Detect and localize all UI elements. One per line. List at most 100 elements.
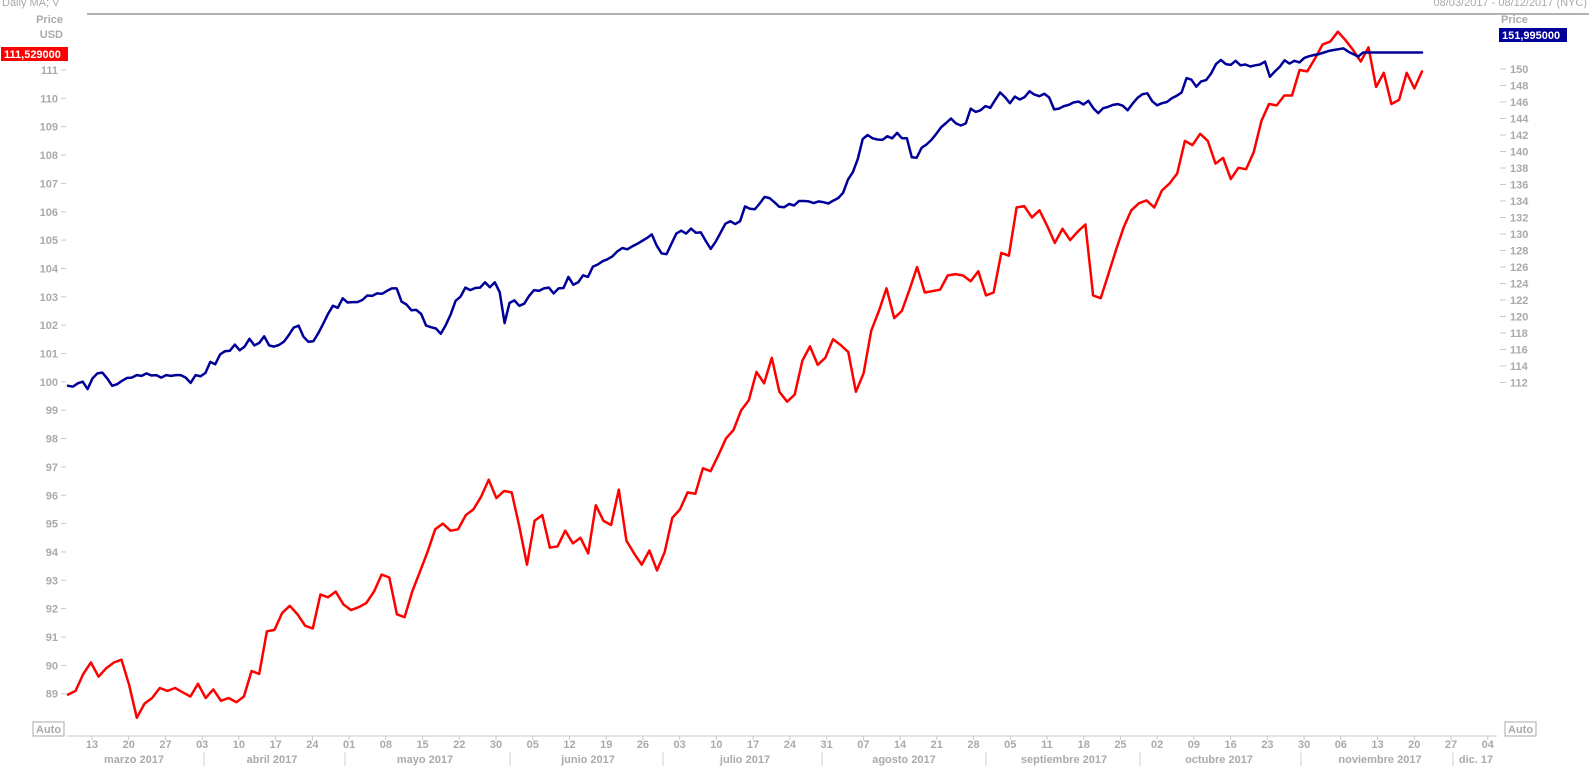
right-axis-tick-label: 140 <box>1510 147 1528 159</box>
x-axis-day-label: 24 <box>784 739 797 751</box>
x-axis-month-label: agosto 2017 <box>872 754 936 766</box>
x-axis-day-label: 19 <box>600 739 612 751</box>
red-last-value: 111,529000 <box>4 49 61 61</box>
right-auto-label: Auto <box>1508 724 1533 736</box>
x-axis-day-label: 14 <box>894 739 907 751</box>
series-line-red <box>66 30 1424 720</box>
x-axis-month-label: octubre 2017 <box>1185 754 1253 766</box>
x-axis-day-label: 16 <box>1225 739 1237 751</box>
x-axis-day-label: 17 <box>747 739 759 751</box>
x-axis-day-label: 03 <box>674 739 686 751</box>
left-axis-tick-label: 100 <box>40 377 58 389</box>
left-axis-tick-label: 104 <box>40 263 59 275</box>
chart-header-left: Daily MA; V <box>2 0 60 9</box>
x-axis-month-label: junio 2017 <box>560 754 615 766</box>
x-axis-day-label: 31 <box>820 739 832 751</box>
left-auto-label: Auto <box>36 724 61 736</box>
x-axis-day-label: 24 <box>306 739 319 751</box>
x-axis-day-label: 30 <box>490 739 502 751</box>
x-axis-day-label: 21 <box>931 739 943 751</box>
left-axis-title: Price <box>36 14 63 26</box>
x-axis-day-label: 01 <box>343 739 355 751</box>
left-axis-tick-label: 90 <box>46 660 58 672</box>
blue-last-value: 151,995000 <box>1502 30 1560 42</box>
x-axis-day-label: 13 <box>1371 739 1383 751</box>
left-axis-tick-label: 97 <box>46 462 58 474</box>
x-axis-day-label: 09 <box>1188 739 1200 751</box>
x-axis-day-label: 22 <box>453 739 465 751</box>
left-axis-tick-label: 99 <box>46 405 58 417</box>
x-axis-day-label: 17 <box>270 739 282 751</box>
x-axis-day-label: 27 <box>1445 739 1457 751</box>
x-axis-day-label: 08 <box>380 739 392 751</box>
x-axis-month-label: marzo 2017 <box>104 754 164 766</box>
x-axis-day-label: 10 <box>233 739 245 751</box>
left-axis-tick-label: 110 <box>40 93 58 105</box>
right-axis-tick-label: 120 <box>1510 312 1528 324</box>
x-axis-day-label: 30 <box>1298 739 1310 751</box>
red-last-value-badge <box>1 47 68 61</box>
x-axis-day-label: 03 <box>196 739 208 751</box>
x-axis-day-label: 13 <box>86 739 98 751</box>
right-axis-tick-label: 124 <box>1510 279 1529 291</box>
x-axis-day-label: 12 <box>563 739 575 751</box>
x-axis-day-label: 20 <box>123 739 135 751</box>
left-axis-tick-label: 93 <box>46 575 58 587</box>
date-range-label: 08/03/2017 - 08/12/2017 (NYC) <box>1434 0 1588 9</box>
x-axis-month-label: abril 2017 <box>247 754 298 766</box>
left-axis-tick-label: 98 <box>46 434 58 446</box>
left-axis-tick-label: 89 <box>46 689 58 701</box>
right-axis-tick-label: 114 <box>1510 361 1529 373</box>
left-axis-tick-label: 96 <box>46 490 58 502</box>
left-axis-tick-label: 105 <box>40 235 58 247</box>
x-axis-month-label: noviembre 2017 <box>1338 754 1421 766</box>
x-axis-day-label: 07 <box>857 739 869 751</box>
left-axis-tick-label: 111 <box>41 65 58 77</box>
x-axis-month-label: mayo 2017 <box>397 754 453 766</box>
right-axis-tick-label: 126 <box>1510 262 1528 274</box>
right-axis-tick-label: 134 <box>1510 196 1529 208</box>
x-axis-day-label: 27 <box>159 739 171 751</box>
blue-last-value-badge <box>1499 28 1567 42</box>
x-axis-day-label: 26 <box>637 739 649 751</box>
x-axis-day-label: 02 <box>1151 739 1163 751</box>
left-axis-tick-label: 109 <box>40 122 58 134</box>
right-axis-tick-label: 116 <box>1510 345 1528 357</box>
right-axis-tick-label: 112 <box>1510 378 1528 390</box>
right-axis-tick-label: 144 <box>1510 114 1529 126</box>
left-axis-tick-label: 92 <box>46 604 58 616</box>
left-axis-tick-label: 108 <box>40 150 58 162</box>
left-axis-tick-label: 94 <box>46 547 59 559</box>
left-axis-tick-label: 95 <box>46 519 58 531</box>
series-line-blue <box>66 47 1424 391</box>
x-axis-month-label: septiembre 2017 <box>1021 754 1107 766</box>
x-axis-day-label: 23 <box>1261 739 1273 751</box>
x-axis-day-label: 06 <box>1335 739 1347 751</box>
right-axis-tick-label: 146 <box>1510 97 1528 109</box>
right-axis-tick-label: 138 <box>1510 163 1528 175</box>
x-axis-day-label: 18 <box>1078 739 1090 751</box>
x-axis-month-label: julio 2017 <box>719 754 770 766</box>
left-axis-tick-label: 101 <box>40 349 58 361</box>
x-axis-day-label: 15 <box>416 739 428 751</box>
right-axis-tick-label: 130 <box>1510 229 1528 241</box>
x-axis-day-label: 05 <box>527 739 539 751</box>
right-axis-title: Price <box>1501 14 1528 26</box>
right-axis-tick-label: 118 <box>1510 328 1528 340</box>
x-axis-day-label: 25 <box>1114 739 1126 751</box>
x-axis-day-label: 20 <box>1408 739 1420 751</box>
x-axis-day-label: 28 <box>967 739 979 751</box>
right-axis-tick-label: 132 <box>1510 213 1528 225</box>
x-axis-day-label: 11 <box>1041 739 1053 751</box>
x-axis-day-label: 04 <box>1482 739 1495 751</box>
right-axis-tick-label: 150 <box>1510 64 1528 76</box>
left-axis-tick-label: 107 <box>40 178 58 190</box>
right-axis-tick-label: 128 <box>1510 246 1528 258</box>
left-axis-unit: USD <box>40 29 63 41</box>
left-auto-button[interactable] <box>32 721 65 737</box>
left-axis-tick-label: 106 <box>40 207 58 219</box>
right-auto-button[interactable] <box>1504 721 1537 737</box>
x-axis-day-label: 10 <box>710 739 722 751</box>
left-axis-tick-label: 102 <box>40 320 58 332</box>
